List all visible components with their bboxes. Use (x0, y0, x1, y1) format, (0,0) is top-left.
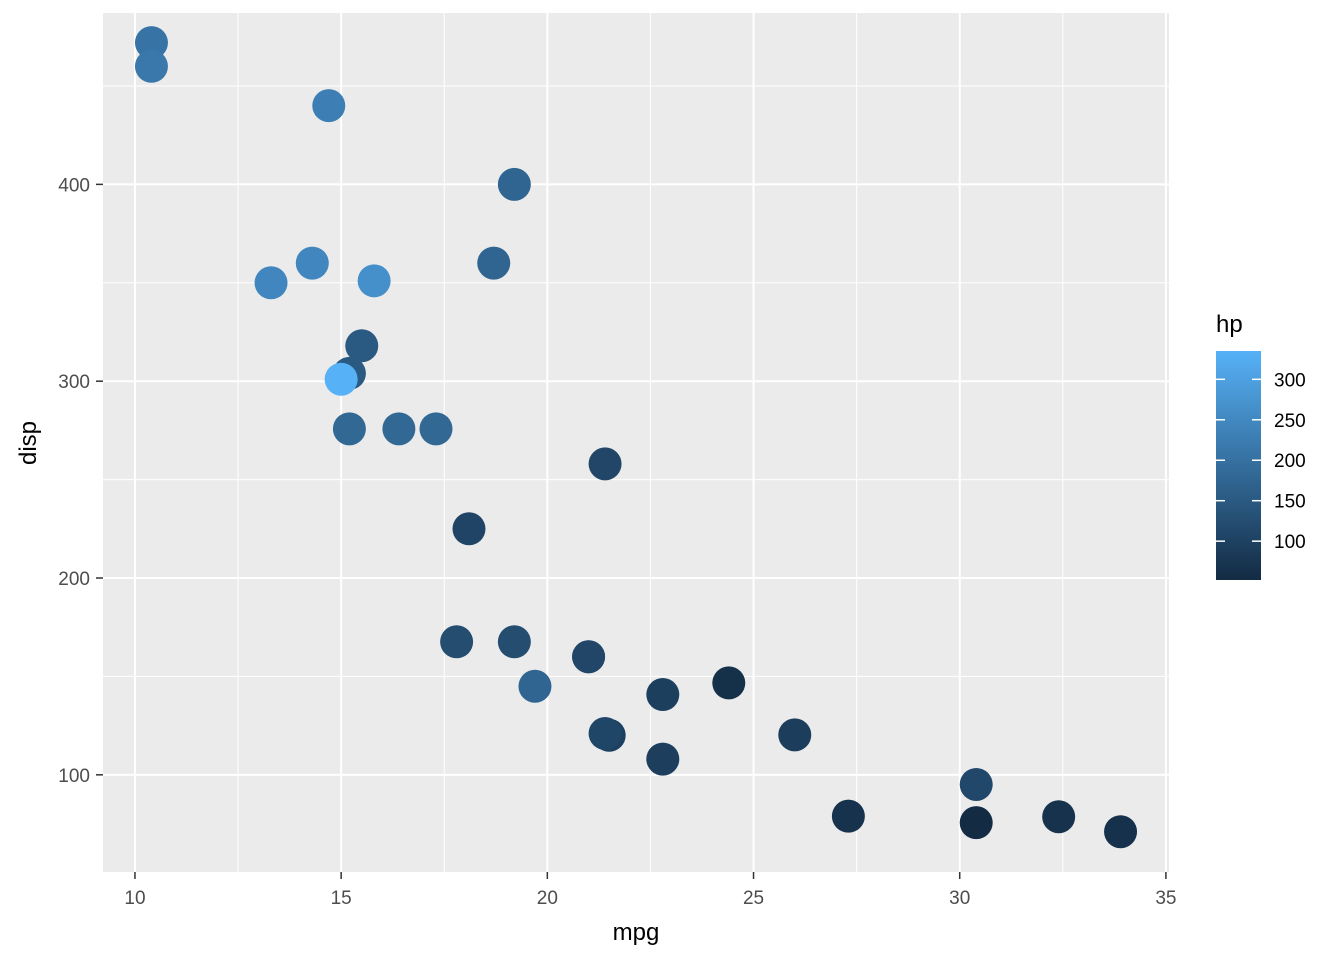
data-point (831, 799, 865, 833)
legend-tick-label: 100 (1274, 532, 1306, 553)
data-point (134, 26, 168, 60)
data-point (312, 89, 346, 123)
data-point (588, 447, 622, 481)
x-tick-label: 30 (949, 888, 970, 909)
data-point (254, 266, 288, 300)
plot-panel (103, 13, 1169, 872)
data-point (345, 329, 379, 363)
data-point (959, 767, 993, 801)
y-tick-label: 400 (58, 175, 90, 196)
data-point (1042, 800, 1076, 834)
minor-gridlines (103, 13, 1169, 872)
data-point (382, 412, 416, 446)
x-tick-label: 10 (124, 888, 145, 909)
legend-tick-label: 200 (1274, 451, 1306, 472)
y-axis-title: disp (15, 421, 42, 465)
legend-colorbar (1216, 351, 1261, 580)
x-tick-label: 35 (1155, 888, 1176, 909)
data-point (572, 640, 606, 674)
data-point (419, 412, 453, 446)
data-point (452, 512, 486, 546)
color-legend: hp 100 150 200 250 300 (1216, 311, 1306, 580)
data-point (295, 246, 329, 280)
data-point (959, 806, 993, 840)
data-point (324, 362, 358, 396)
data-point (518, 669, 552, 703)
data-point (497, 167, 531, 201)
data-point (588, 716, 622, 750)
data-point (497, 625, 531, 659)
data-point (1104, 815, 1138, 849)
data-point (712, 666, 746, 700)
x-axis-ticks: 10 15 20 25 30 35 (124, 872, 1176, 909)
data-point (778, 718, 812, 752)
data-points (134, 26, 1138, 849)
y-tick-label: 200 (58, 569, 90, 590)
data-point (646, 678, 680, 712)
data-point (332, 412, 366, 446)
legend-tick-label: 300 (1274, 370, 1306, 391)
x-tick-label: 15 (331, 888, 352, 909)
legend-title: hp (1216, 311, 1243, 338)
legend-tick-label: 150 (1274, 492, 1306, 513)
x-tick-label: 20 (537, 888, 558, 909)
data-point (477, 246, 511, 280)
data-point (440, 625, 474, 659)
x-axis-title: mpg (613, 919, 660, 946)
legend-tick-label: 250 (1274, 411, 1306, 432)
data-point (357, 264, 391, 298)
legend-ticks: 100 150 200 250 300 (1216, 370, 1306, 553)
y-axis-ticks: 100 200 300 400 (58, 175, 103, 787)
y-tick-label: 300 (58, 372, 90, 393)
x-tick-label: 25 (743, 888, 764, 909)
major-gridlines (103, 13, 1169, 872)
data-point (646, 742, 680, 776)
data-point (134, 49, 168, 83)
y-tick-label: 100 (58, 766, 90, 787)
